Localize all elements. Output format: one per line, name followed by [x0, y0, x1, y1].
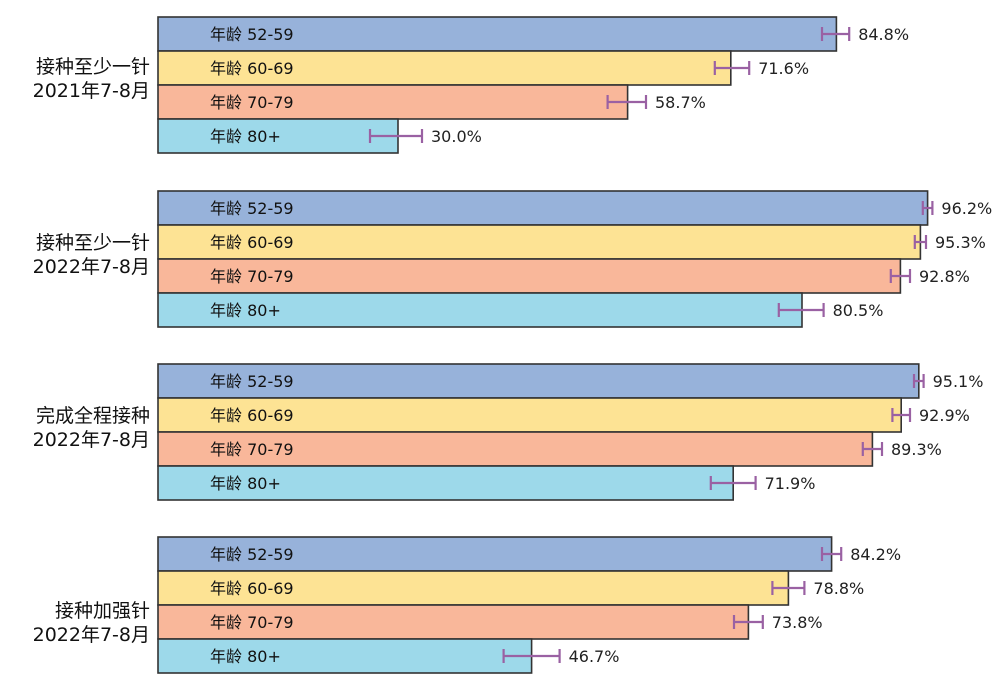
bar	[157, 292, 803, 328]
group-label-line2: 2022年7-8月	[32, 624, 150, 646]
bar	[157, 604, 750, 640]
group-label-line1: 接种加强针	[54, 600, 150, 622]
bar-series-label: 年龄 52-59	[210, 372, 294, 391]
value-label: 95.3%	[935, 233, 986, 252]
value-label: 30.0%	[431, 127, 482, 146]
value-label: 78.8%	[813, 579, 864, 598]
group-label-line2: 2021年7-8月	[32, 80, 150, 102]
bar-series-label: 年龄 70-79	[210, 440, 294, 459]
group-label-line1: 接种至少一针	[35, 232, 150, 254]
group-label: 接种至少一针 2022年7-8月	[0, 231, 150, 279]
bar-series-label: 年龄 70-79	[210, 613, 294, 632]
group-label-line1: 接种至少一针	[35, 56, 150, 78]
value-label: 95.1%	[933, 372, 984, 391]
value-label: 92.8%	[919, 267, 970, 286]
group-label-line2: 2022年7-8月	[32, 429, 150, 451]
bar-series-label: 年龄 52-59	[210, 199, 294, 218]
value-label: 71.6%	[758, 59, 809, 78]
value-label: 96.2%	[941, 199, 992, 218]
bar-series-label: 年龄 80+	[210, 127, 281, 146]
bar-series-label: 年龄 60-69	[210, 59, 294, 78]
bar-series-label: 年龄 70-79	[210, 267, 294, 286]
bar-series-label: 年龄 60-69	[210, 233, 294, 252]
value-label: 71.9%	[765, 474, 816, 493]
group-label: 接种至少一针 2021年7-8月	[0, 55, 150, 103]
group-label: 完成全程接种 2022年7-8月	[0, 404, 150, 452]
group-label-line1: 完成全程接种	[35, 405, 150, 427]
bar-series-label: 年龄 52-59	[210, 545, 294, 564]
value-label: 92.9%	[919, 406, 970, 425]
bar	[157, 50, 732, 86]
value-label: 80.5%	[833, 301, 884, 320]
value-label: 46.7%	[569, 647, 620, 666]
bar-series-label: 年龄 60-69	[210, 406, 294, 425]
bar	[157, 118, 399, 154]
bar-series-label: 年龄 80+	[210, 474, 281, 493]
bar-series-label: 年龄 70-79	[210, 93, 294, 112]
bar-series-label: 年龄 52-59	[210, 25, 294, 44]
value-label: 58.7%	[655, 93, 706, 112]
group-label-line2: 2022年7-8月	[32, 256, 150, 278]
bar	[157, 16, 838, 52]
bar-series-label: 年龄 80+	[210, 301, 281, 320]
group-label: 接种加强针 2022年7-8月	[0, 599, 150, 647]
bar	[157, 570, 790, 606]
bar-series-label: 年龄 80+	[210, 647, 281, 666]
value-label: 73.8%	[772, 613, 823, 632]
value-label: 89.3%	[891, 440, 942, 459]
bar	[157, 363, 920, 399]
value-label: 84.8%	[858, 25, 909, 44]
bar-series-label: 年龄 60-69	[210, 579, 294, 598]
value-label: 84.2%	[850, 545, 901, 564]
